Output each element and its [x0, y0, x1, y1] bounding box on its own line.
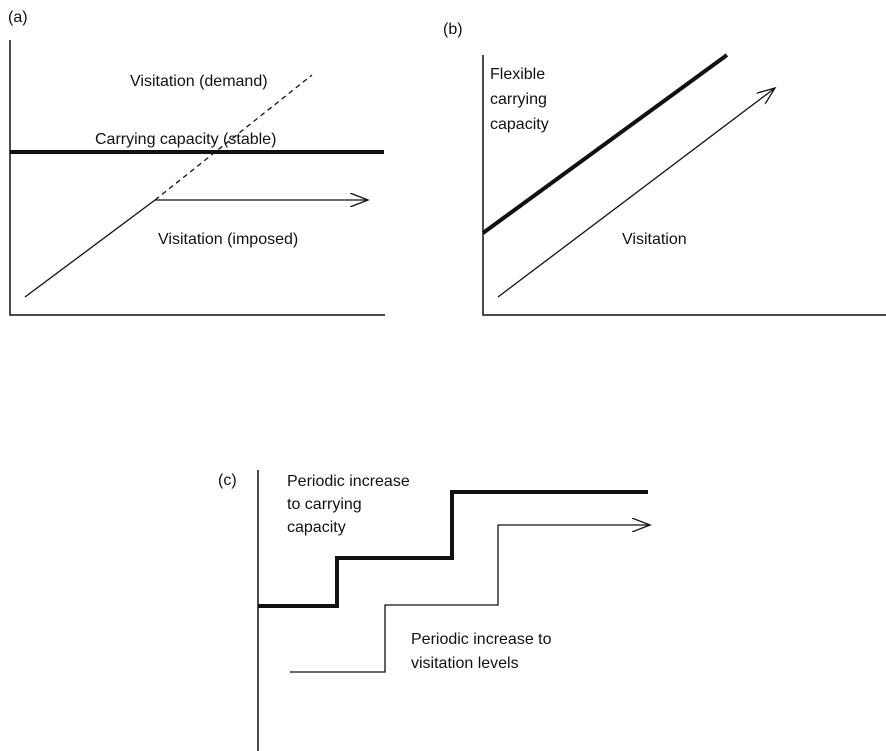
demand-line: [154, 74, 313, 201]
annotation: to carrying: [287, 496, 362, 513]
annotation: Visitation (demand): [130, 73, 268, 90]
panel-label: (b): [443, 21, 463, 38]
panel-a: (a) Visitation (demand) Carrying capacit…: [8, 9, 385, 316]
annotation: Periodic increase to: [411, 631, 552, 648]
panel-c: (c) Periodic increase to carrying capaci…: [218, 470, 650, 751]
annotation: visitation levels: [411, 655, 519, 672]
carrying-capacity-steps: [258, 490, 648, 608]
panel-label: (a): [8, 9, 28, 26]
panel-b: (b) Flexible carrying capacity Visitatio…: [443, 21, 886, 316]
visitation-line: [24, 199, 156, 298]
panel-label: (c): [218, 472, 237, 489]
annotation: Carrying capacity (stable): [95, 131, 276, 148]
axes: [482, 55, 886, 316]
axes: [9, 40, 385, 316]
annotation: carrying: [490, 91, 547, 108]
annotation: capacity: [287, 519, 346, 536]
annotation: Visitation (imposed): [158, 231, 298, 248]
annotation: Visitation: [622, 231, 687, 248]
visitation-steps: [290, 525, 650, 673]
carrying-capacity-line: [481, 53, 729, 235]
annotation: capacity: [490, 116, 549, 133]
annotation: Periodic increase: [287, 473, 410, 490]
annotation: Flexible: [490, 66, 545, 83]
visitation-arrow: [497, 88, 775, 298]
